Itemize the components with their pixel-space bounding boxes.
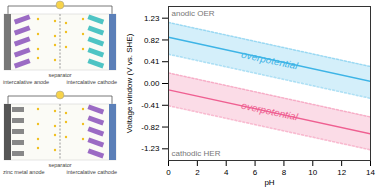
svg-text:6: 6 [253,168,258,177]
svg-text:8: 8 [282,168,287,177]
svg-text:overpotential: overpotential [240,49,299,72]
svg-text:0.82: 0.82 [144,36,160,45]
svg-text:separator: separator [48,72,71,78]
svg-text:zinc metal anode: zinc metal anode [3,169,45,175]
svg-text:0: 0 [166,168,171,177]
svg-text:0.41: 0.41 [144,57,160,66]
svg-text:anodic OER: anodic OER [172,9,215,18]
svg-text:intercalative cathode: intercalative cathode [67,79,117,85]
svg-text:1.23: 1.23 [144,14,160,23]
svg-text:pH: pH [264,178,274,187]
svg-text:intercalative cathode: intercalative cathode [67,169,117,175]
svg-text:2: 2 [195,168,200,177]
svg-text:14: 14 [366,168,375,177]
svg-text:0.00: 0.00 [144,79,160,88]
svg-text:Voltage window (V vs. SHE): Voltage window (V vs. SHE) [125,33,134,133]
svg-text:cathodic HER: cathodic HER [172,149,221,158]
svg-text:overpotential: overpotential [240,100,299,123]
svg-text:-0.41: -0.41 [141,101,160,110]
svg-text:-1.23: -1.23 [141,144,160,153]
svg-text:10: 10 [308,168,317,177]
svg-text:4: 4 [224,168,229,177]
svg-text:-0.82: -0.82 [141,123,160,132]
svg-text:separator: separator [48,162,71,168]
svg-text:intercalative anode: intercalative anode [3,79,49,85]
svg-text:12: 12 [337,168,346,177]
